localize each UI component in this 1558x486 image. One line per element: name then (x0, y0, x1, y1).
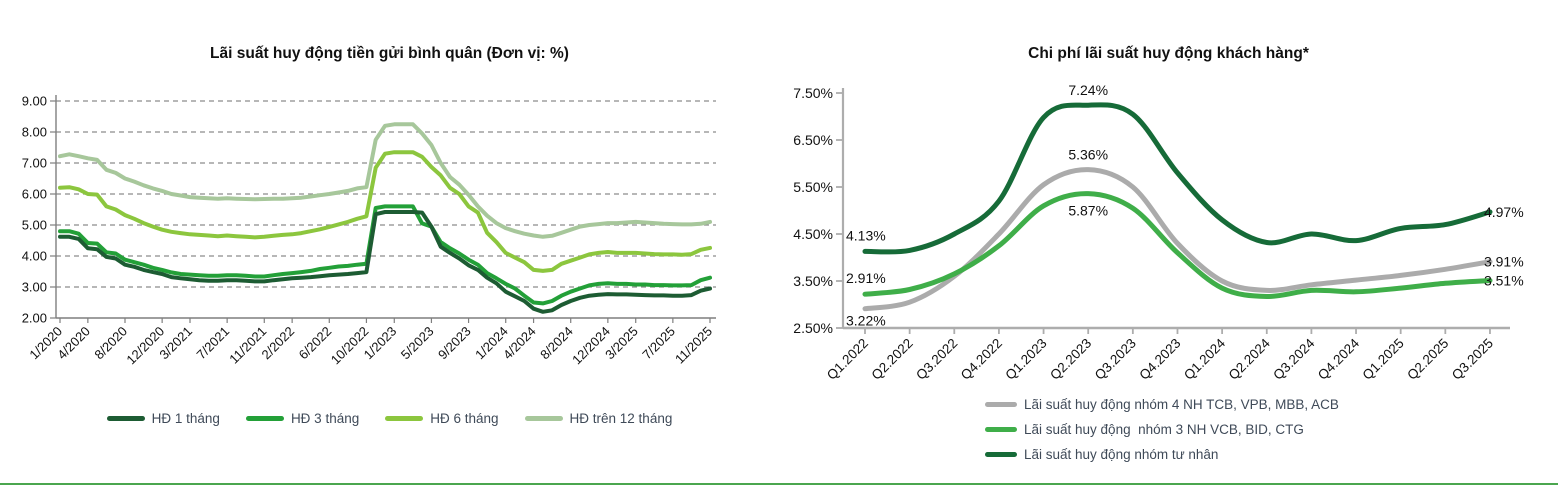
x-axis-label: Q1.2025 (1360, 336, 1407, 383)
legend-label: Lãi suất huy động nhóm 4 NH TCB, VPB, MB… (1024, 397, 1339, 412)
legend-item: Lãi suất huy động nhóm 4 NH TCB, VPB, MB… (985, 394, 1558, 415)
legend-swatch (985, 427, 1017, 432)
left-chart-title: Lãi suất huy động tiền gửi bình quân (Đơ… (210, 45, 569, 62)
x-axis-label: 10/2022 (328, 324, 372, 368)
legend-label: Lãi suất huy động nhóm tư nhân (1024, 447, 1219, 462)
series-line (58, 204, 712, 306)
y-axis-label: 5.00 (22, 218, 47, 233)
data-label: 5.36% (1068, 147, 1108, 163)
x-axis-label: 12/2020 (123, 324, 167, 368)
data-label: 3.91% (1484, 254, 1524, 270)
x-axis-label: Q2.2022 (869, 336, 916, 383)
right-chart-plot: 7.50%6.50%5.50%4.50%3.50%2.50%Q1.2022Q2.… (793, 82, 1524, 383)
data-label: 3.22% (846, 313, 886, 329)
x-axis-label: Q3.2023 (1092, 336, 1139, 383)
legend-swatch (245, 416, 284, 421)
legend-item: HĐ 6 tháng (385, 408, 499, 429)
y-axis-label: 5.50% (793, 179, 833, 195)
x-axis-label: 11/2025 (672, 324, 715, 367)
x-axis-label: Q3.2022 (913, 336, 960, 383)
y-axis-label: 6.50% (793, 132, 833, 148)
x-axis-label: 11/2021 (226, 324, 269, 367)
legend-label: HĐ 6 tháng (430, 411, 499, 426)
x-axis-label: Q4.2022 (958, 336, 1005, 383)
y-axis-label: 7.50% (793, 85, 833, 101)
legend-label: HĐ 3 tháng (290, 411, 360, 426)
x-axis-label: 5/2023 (398, 324, 437, 363)
legend-item: HĐ 1 tháng (106, 408, 220, 429)
x-axis-label: Q3.2024 (1270, 335, 1318, 383)
x-axis-label: 9/2023 (435, 324, 474, 363)
legend-item: HĐ 3 tháng (245, 408, 360, 429)
legend-label: Lãi suất huy động nhóm 3 NH VCB, BID, CT… (1024, 422, 1304, 437)
x-axis-label: Q1.2023 (1002, 336, 1049, 383)
charts-row: Lãi suất huy động tiền gửi bình quân (Đơ… (0, 0, 1558, 465)
data-label: 4.97% (1484, 204, 1524, 220)
legend-item: Lãi suất huy động nhóm 3 NH VCB, BID, CT… (985, 419, 1558, 440)
right-chart-title: Chi phí lãi suất huy động khách hàng* (1028, 45, 1309, 62)
x-axis-label: 12/2024 (569, 324, 613, 368)
data-label: 7.24% (1068, 82, 1108, 98)
y-axis-label: 3.50% (793, 273, 833, 289)
x-axis-label: Q3.2025 (1449, 336, 1496, 383)
x-axis-label: Q4.2024 (1315, 335, 1363, 383)
right-chart-legend: Lãi suất huy động nhóm 4 NH TCB, VPB, MB… (779, 394, 1558, 465)
y-axis-label: 2.00 (22, 311, 47, 326)
y-axis-label: 6.00 (22, 187, 47, 202)
right-chart-panel: Chi phí lãi suất huy động khách hàng* 7.… (779, 0, 1558, 465)
x-axis-label: Q4.2023 (1136, 336, 1183, 383)
left-chart-legend: HĐ 1 tháng HĐ 3 tháng HĐ 6 tháng HĐ trên 12… (0, 408, 779, 429)
y-axis-label: 4.50% (793, 226, 833, 242)
legend-swatch (985, 402, 1017, 407)
left-chart-panel: Lãi suất huy động tiền gửi bình quân (Đơ… (0, 0, 779, 465)
series-line (58, 210, 712, 314)
y-axis-label: 4.00 (22, 249, 47, 264)
data-label: 5.87% (1068, 203, 1108, 219)
y-axis-label: 8.00 (22, 125, 47, 140)
legend-item: Lãi suất huy động nhóm tư nhân (985, 444, 1558, 465)
series-line (58, 150, 712, 273)
bottom-divider (0, 483, 1558, 485)
legend-swatch (524, 416, 563, 421)
y-axis-label: 3.00 (22, 280, 47, 295)
y-axis-label: 7.00 (22, 156, 47, 171)
y-axis-label: 9.00 (22, 94, 47, 109)
legend-label: HĐ 1 tháng (151, 411, 220, 426)
x-axis-label: Q2.2025 (1404, 336, 1451, 383)
x-axis-label: Q1.2022 (824, 336, 871, 383)
legend-label: HĐ trên 12 tháng (569, 411, 673, 426)
legend-swatch (385, 416, 424, 421)
data-label: 4.13% (846, 227, 886, 243)
x-axis-label: Q2.2024 (1226, 335, 1274, 383)
legend-swatch (106, 416, 145, 421)
x-axis-label: Q2.2023 (1047, 336, 1094, 383)
series-line (862, 191, 1493, 300)
legend-swatch (985, 452, 1017, 457)
data-label: 2.91% (846, 270, 886, 286)
legend-item: HĐ trên 12 tháng (524, 408, 673, 429)
series-line (862, 102, 1493, 255)
left-chart-plot: 2.003.004.005.006.007.008.009.001/20204/… (22, 94, 716, 368)
data-label: 3.51% (1484, 273, 1524, 289)
y-axis-label: 2.50% (793, 320, 833, 336)
x-axis-label: Q1.2024 (1181, 335, 1229, 383)
series-line (58, 122, 712, 239)
